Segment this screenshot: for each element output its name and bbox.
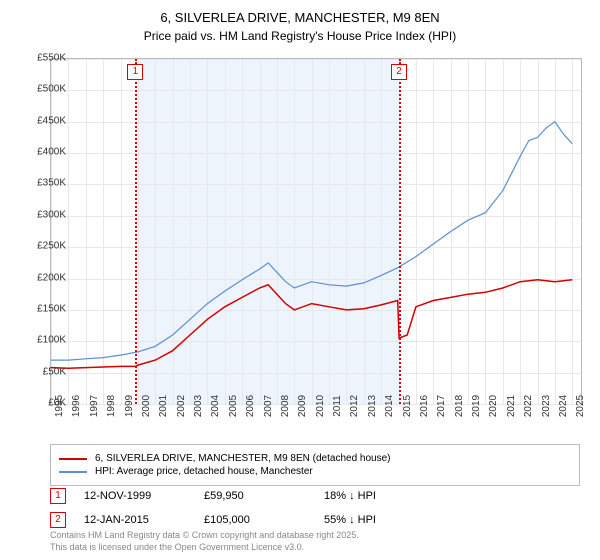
chart-subtitle: Price paid vs. HM Land Registry's House …: [0, 25, 600, 51]
y-tick-label: £400K: [37, 147, 66, 158]
y-tick-label: £500K: [37, 84, 66, 95]
transaction-date: 12-JAN-2015: [84, 514, 204, 526]
y-tick-label: £50K: [43, 366, 66, 377]
transactions-table: 1 12-NOV-1999 £59,950 18% ↓ HPI 2 12-JAN…: [50, 484, 580, 532]
marker-box: 2: [391, 64, 407, 80]
y-tick-label: £300K: [37, 209, 66, 220]
y-tick-label: £250K: [37, 241, 66, 252]
transaction-delta: 18% ↓ HPI: [324, 490, 444, 502]
chart-title: 6, SILVERLEA DRIVE, MANCHESTER, M9 8EN: [0, 0, 600, 25]
license-text: Contains HM Land Registry data © Crown c…: [50, 530, 580, 553]
transaction-price: £105,000: [204, 514, 324, 526]
x-tick-label: 2009: [297, 395, 308, 417]
x-tick-label: 2012: [349, 395, 360, 417]
marker-line: [399, 59, 401, 404]
x-tick-label: 2016: [419, 395, 430, 417]
transaction-delta: 55% ↓ HPI: [324, 514, 444, 526]
x-tick-label: 2000: [141, 395, 152, 417]
x-tick-label: 2020: [488, 395, 499, 417]
plot-area: 12: [50, 58, 582, 405]
x-tick-label: 1995: [54, 395, 65, 417]
series-property: [51, 280, 572, 368]
x-tick-label: 2013: [367, 395, 378, 417]
x-tick-label: 1997: [89, 395, 100, 417]
y-tick-label: £200K: [37, 272, 66, 283]
transaction-row: 2 12-JAN-2015 £105,000 55% ↓ HPI: [50, 508, 580, 532]
x-tick-label: 2023: [541, 395, 552, 417]
x-tick-label: 2017: [436, 395, 447, 417]
license-line1: Contains HM Land Registry data © Crown c…: [50, 530, 580, 542]
x-tick-label: 2014: [384, 395, 395, 417]
y-tick-label: £450K: [37, 115, 66, 126]
x-tick-label: 2024: [558, 395, 569, 417]
chart-container: 6, SILVERLEA DRIVE, MANCHESTER, M9 8EN P…: [0, 0, 600, 560]
x-tick-label: 1999: [124, 395, 135, 417]
y-tick-label: £100K: [37, 335, 66, 346]
x-tick-label: 2008: [280, 395, 291, 417]
x-tick-label: 2003: [193, 395, 204, 417]
x-tick-label: 2015: [402, 395, 413, 417]
legend-label-hpi: HPI: Average price, detached house, Manc…: [95, 466, 313, 477]
legend: 6, SILVERLEA DRIVE, MANCHESTER, M9 8EN (…: [50, 444, 580, 486]
transaction-row: 1 12-NOV-1999 £59,950 18% ↓ HPI: [50, 484, 580, 508]
x-tick-label: 2006: [245, 395, 256, 417]
transaction-date: 12-NOV-1999: [84, 490, 204, 502]
marker-line: [135, 59, 137, 404]
legend-item-property: 6, SILVERLEA DRIVE, MANCHESTER, M9 8EN (…: [59, 453, 571, 464]
legend-swatch-property: [59, 458, 87, 460]
x-tick-label: 2022: [523, 395, 534, 417]
x-tick-label: 2021: [506, 395, 517, 417]
transaction-price: £59,950: [204, 490, 324, 502]
transaction-marker: 1: [50, 488, 66, 504]
x-tick-label: 1998: [106, 395, 117, 417]
legend-label-property: 6, SILVERLEA DRIVE, MANCHESTER, M9 8EN (…: [95, 453, 391, 464]
y-tick-label: £550K: [37, 53, 66, 64]
x-tick-label: 2005: [228, 395, 239, 417]
x-tick-label: 2001: [158, 395, 169, 417]
x-tick-label: 2010: [315, 395, 326, 417]
x-tick-label: 2019: [471, 395, 482, 417]
series-lines: [51, 59, 581, 404]
x-tick-label: 1996: [71, 395, 82, 417]
x-tick-label: 2002: [176, 395, 187, 417]
x-tick-label: 2025: [575, 395, 586, 417]
x-tick-label: 2004: [210, 395, 221, 417]
series-hpi: [51, 122, 572, 360]
transaction-marker: 2: [50, 512, 66, 528]
y-tick-label: £350K: [37, 178, 66, 189]
legend-swatch-hpi: [59, 471, 87, 473]
license-line2: This data is licensed under the Open Gov…: [50, 542, 580, 554]
x-tick-label: 2011: [332, 395, 343, 417]
x-tick-label: 2018: [454, 395, 465, 417]
marker-box: 1: [127, 64, 143, 80]
legend-item-hpi: HPI: Average price, detached house, Manc…: [59, 466, 571, 477]
x-tick-label: 2007: [263, 395, 274, 417]
y-tick-label: £150K: [37, 303, 66, 314]
